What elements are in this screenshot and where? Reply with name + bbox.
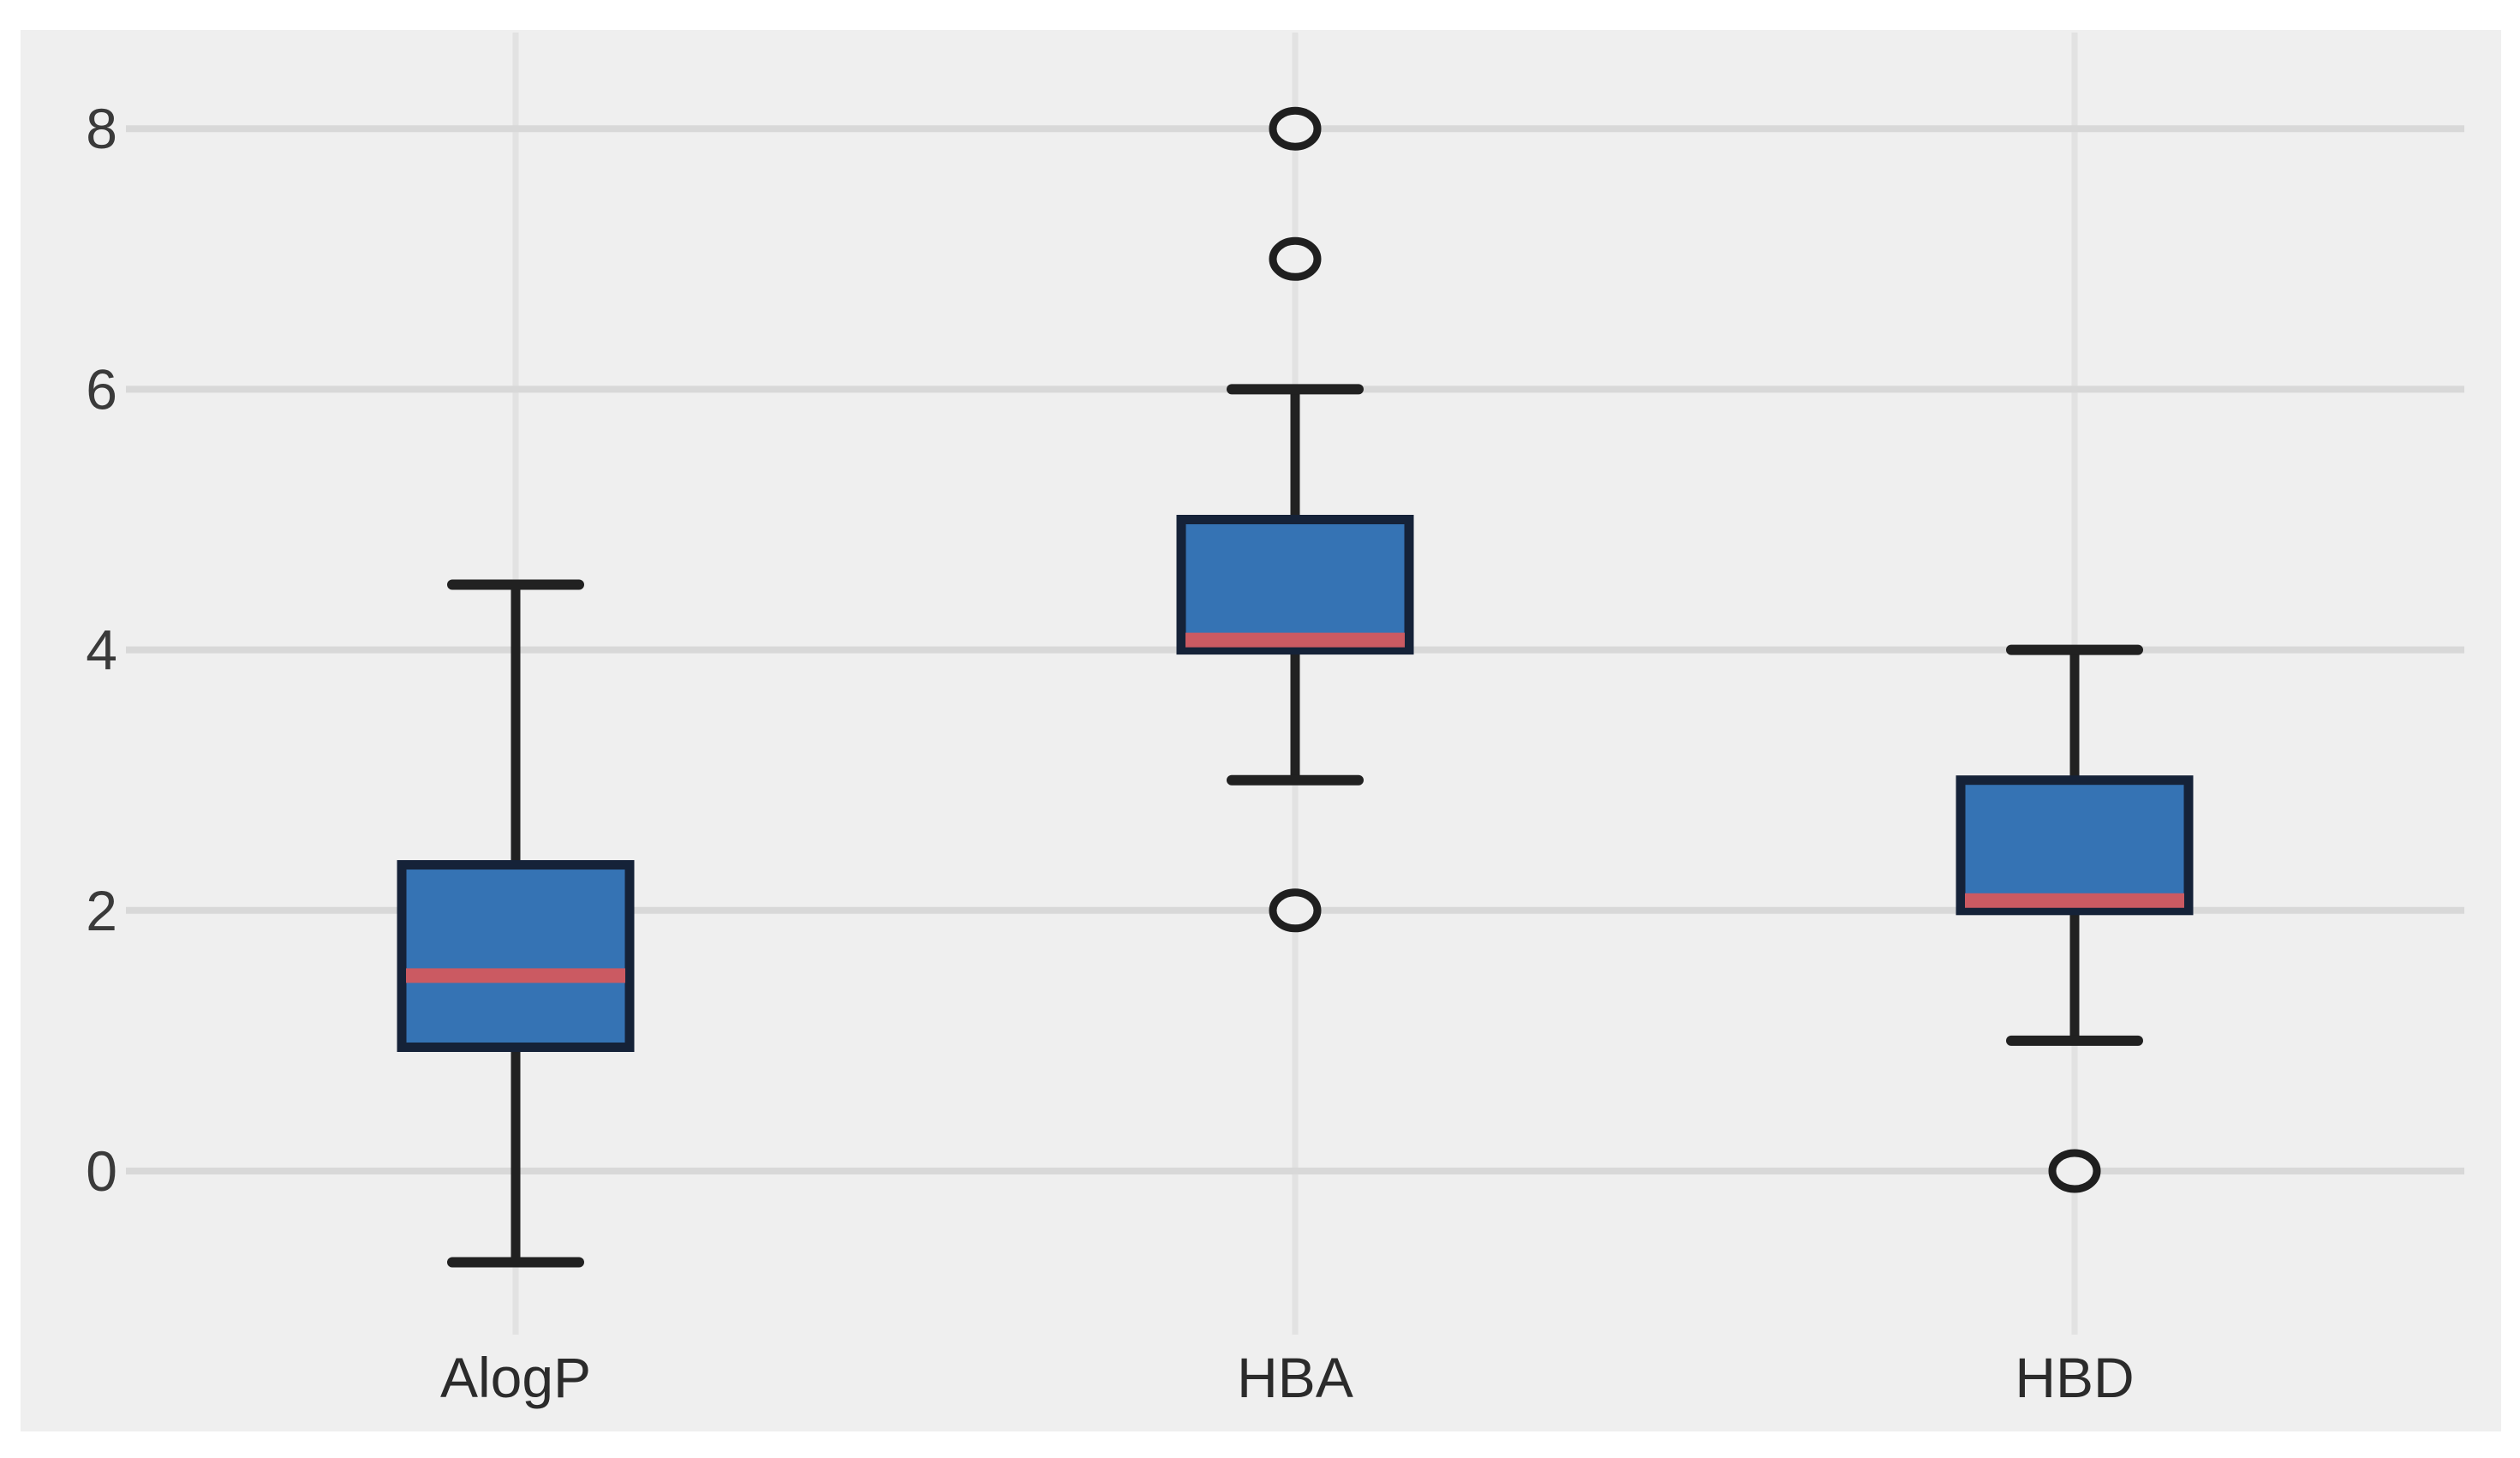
outlier-HBA-8 <box>1269 106 1322 151</box>
box-HBD <box>1956 775 2194 916</box>
category-label-HBD: HBD <box>2015 1346 2134 1409</box>
y-tick-label-0: 0 <box>86 1139 117 1203</box>
category-label-AlogP: AlogP <box>440 1346 591 1409</box>
box-HBA <box>1176 515 1414 655</box>
outlier-HBD-0 <box>2048 1149 2101 1193</box>
box-AlogP <box>397 860 635 1053</box>
y-tick-label-8: 8 <box>86 97 117 160</box>
y-tick-label-6: 6 <box>86 357 117 421</box>
y-tick-label-4: 4 <box>86 618 117 682</box>
outlier-HBA-2 <box>1269 888 1322 933</box>
plot-panel <box>21 30 2501 1431</box>
outlier-HBA-7 <box>1269 236 1322 281</box>
category-label-HBA: HBA <box>1237 1346 1353 1409</box>
y-tick-label-2: 2 <box>86 879 117 942</box>
